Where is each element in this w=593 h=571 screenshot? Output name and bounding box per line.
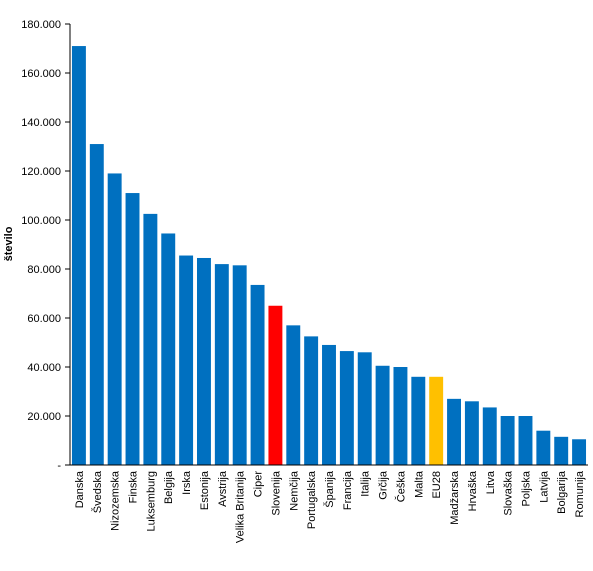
- bar: [393, 367, 408, 465]
- bar: [125, 193, 140, 466]
- bar: [71, 46, 86, 466]
- x-tick-label: Italija: [360, 470, 372, 497]
- bar: [482, 407, 497, 465]
- x-tick-label: Danska: [74, 470, 86, 508]
- x-tick-label: Španija: [323, 470, 336, 508]
- x-tick-label: Nemčija: [288, 470, 300, 511]
- x-tick-label: Belgija: [163, 470, 175, 504]
- x-tick-label: Portugalska: [306, 470, 318, 529]
- bar: [464, 401, 479, 465]
- axes: [69, 24, 588, 466]
- y-axis-ticks: - 20.000 40.000 60.000 80.000 100.000 120.000 1…: [21, 19, 70, 472]
- y-tick-label: 180.000: [21, 19, 61, 31]
- x-tick-label: Estonija: [199, 470, 211, 510]
- y-tick-label: -: [57, 460, 61, 472]
- x-tick-label: Bolgarija: [556, 470, 568, 514]
- x-tick-label: Poljska: [520, 470, 532, 506]
- y-tick-label: 140.000: [21, 117, 61, 129]
- bar: [447, 398, 461, 465]
- bars: [71, 46, 587, 466]
- x-tick-label: Nizozemska: [110, 470, 122, 531]
- x-tick-label: Slovaška: [503, 470, 515, 516]
- x-tick-label: Latvija: [538, 470, 550, 503]
- x-tick-label: Malta: [413, 470, 425, 498]
- bar: [197, 257, 211, 465]
- x-axis-labels: Danska Švedska Nizozemska Finska Luksemburg B…: [74, 470, 586, 543]
- x-tick-label: Finska: [128, 470, 140, 503]
- bar: [143, 213, 158, 466]
- bar: [357, 352, 372, 465]
- bar: [429, 376, 444, 465]
- bar: [518, 416, 533, 465]
- x-tick-label: Hrvaška: [467, 470, 479, 511]
- bar: [375, 365, 390, 465]
- bar: [500, 416, 515, 465]
- bar: [250, 284, 265, 465]
- bar: [179, 255, 194, 465]
- x-tick-label: Luksemburg: [145, 471, 157, 532]
- x-tick-label: Romunija: [574, 470, 586, 517]
- bar: [411, 376, 426, 465]
- y-tick-label: 100.000: [21, 215, 61, 227]
- bar: [536, 430, 551, 465]
- y-tick-label: 60.000: [27, 313, 61, 325]
- y-tick-label: 120.000: [21, 166, 61, 178]
- y-axis-title: število: [3, 226, 15, 261]
- bar: [554, 436, 569, 465]
- bar: [304, 336, 319, 466]
- bar: [107, 173, 122, 465]
- x-tick-label: EU28: [431, 471, 443, 499]
- bar: [572, 439, 587, 465]
- y-tick-label: 20.000: [27, 411, 61, 423]
- x-tick-label: Slovenija: [270, 470, 282, 516]
- x-tick-label: Češka: [394, 470, 407, 502]
- x-tick-label: Francija: [342, 470, 354, 510]
- bar: [89, 144, 104, 466]
- x-tick-label: Grčija: [378, 470, 390, 500]
- bar: [286, 325, 301, 465]
- y-tick-label: 40.000: [27, 362, 61, 374]
- x-tick-label: Irska: [181, 470, 193, 495]
- bar: [214, 264, 229, 465]
- x-tick-label: Ciper: [253, 471, 265, 498]
- y-tick-label: 160.000: [21, 68, 61, 80]
- x-tick-label: Litva: [485, 470, 497, 494]
- bar: [322, 344, 336, 465]
- y-tick-label: 80.000: [27, 264, 61, 276]
- x-tick-label: Avstrija: [217, 470, 229, 507]
- bar: [161, 233, 176, 465]
- x-tick-label: Švedska: [91, 470, 104, 513]
- bar: [268, 305, 283, 465]
- bar: [232, 265, 247, 465]
- x-tick-label: Velika Britanija: [235, 470, 247, 543]
- x-tick-label: Madžarska: [449, 470, 461, 525]
- bar: [339, 351, 354, 465]
